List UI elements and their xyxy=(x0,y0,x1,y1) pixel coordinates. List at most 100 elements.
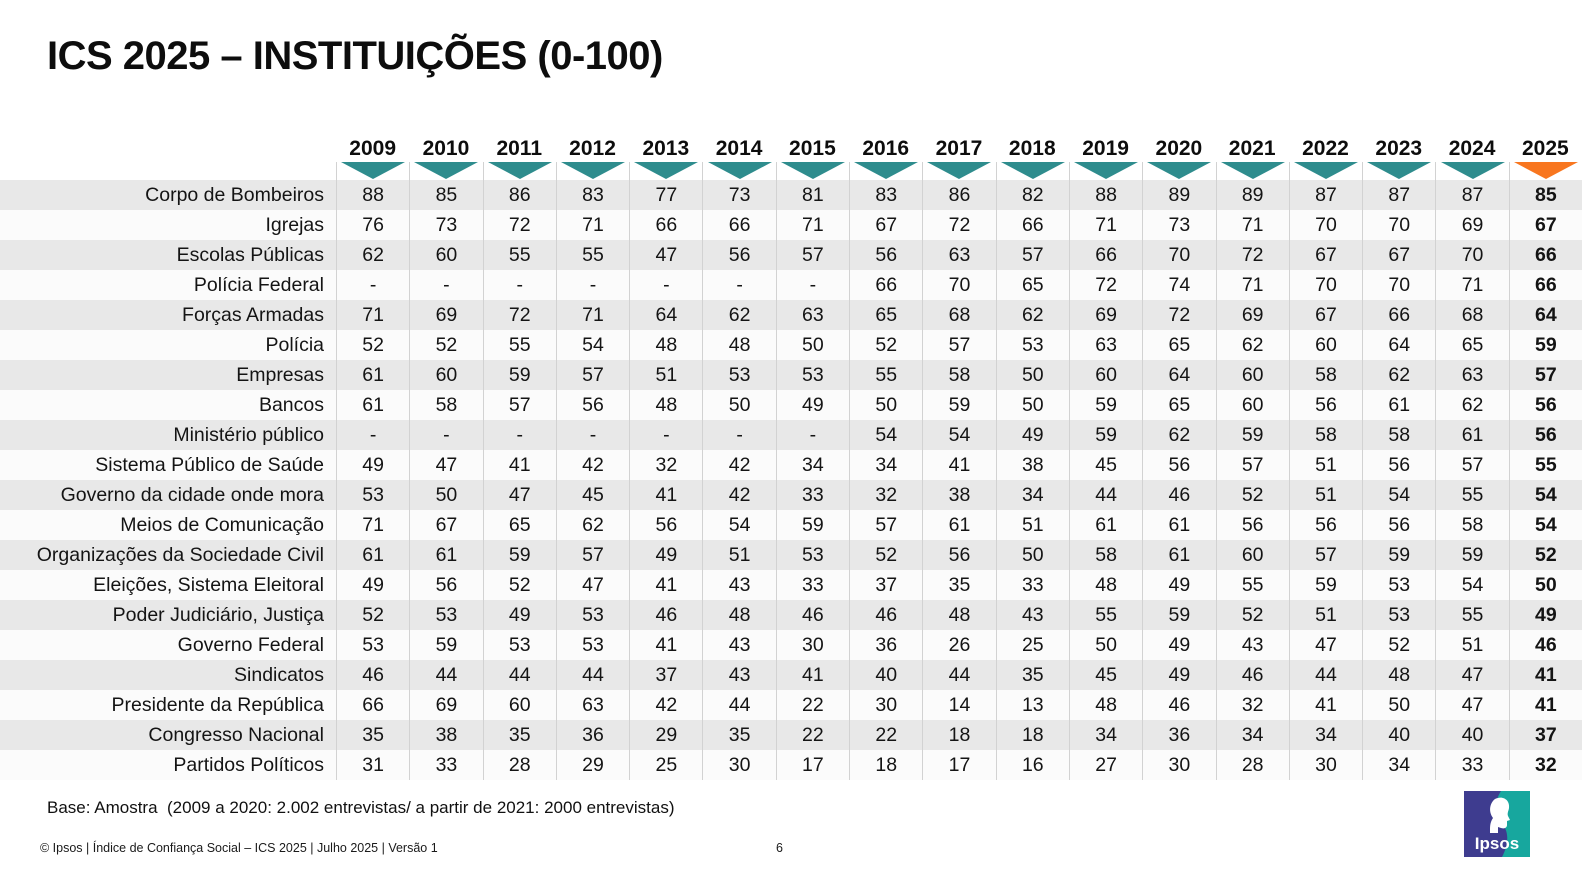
value-cell: 73 xyxy=(702,180,775,210)
value-cell: 53 xyxy=(702,360,775,390)
value-cell: 51 xyxy=(702,540,775,570)
value-cell: 44 xyxy=(482,660,556,690)
value-cell: 41 xyxy=(482,450,556,480)
value-cell: 30 xyxy=(1142,750,1215,780)
value-cell: 85 xyxy=(409,180,482,210)
value-cell: 69 xyxy=(409,300,482,330)
value-cell: 67 xyxy=(1508,210,1582,240)
value-cell: 69 xyxy=(1068,300,1142,330)
value-cell: 70 xyxy=(922,270,995,300)
value-cell: - xyxy=(775,270,849,300)
value-cell: 29 xyxy=(555,750,629,780)
value-cell: 53 xyxy=(995,330,1069,360)
value-cell: 52 xyxy=(482,570,556,600)
value-cell: 50 xyxy=(1362,690,1435,720)
value-cell: - xyxy=(482,270,556,300)
value-cell: 87 xyxy=(1362,180,1435,210)
table-row: Ministério público - - - - - - -54 54 49 59 62 59 58 5… xyxy=(0,420,1582,450)
value-cell: - xyxy=(702,420,775,450)
value-cell: 37 xyxy=(1508,720,1582,750)
value-cell: 60 xyxy=(409,360,482,390)
value-cell: 71 xyxy=(555,210,629,240)
year-header: 2022 xyxy=(1302,137,1349,160)
year-triangle-icon xyxy=(561,162,626,179)
value-cell: 69 xyxy=(1215,300,1289,330)
value-cell: 38 xyxy=(409,720,482,750)
value-cell: 63 xyxy=(922,240,995,270)
page-title: ICS 2025 – INSTITUIÇÕES (0-100) xyxy=(47,34,663,78)
value-cell: 48 xyxy=(922,600,995,630)
value-cell: 49 xyxy=(775,390,849,420)
value-cell: 47 xyxy=(555,570,629,600)
value-cell: 86 xyxy=(482,180,556,210)
value-cell: 41 xyxy=(922,450,995,480)
value-cell: 62 xyxy=(702,300,775,330)
value-cell: 71 xyxy=(775,210,849,240)
value-cell: 18 xyxy=(995,720,1069,750)
value-cell: 49 xyxy=(336,450,409,480)
value-cell: 87 xyxy=(1435,180,1508,210)
year-marker-cell xyxy=(482,162,556,180)
value-cell: 56 xyxy=(1508,420,1582,450)
value-cell: 18 xyxy=(922,720,995,750)
row-label: Forças Armadas xyxy=(182,304,324,326)
value-cell: 13 xyxy=(995,690,1069,720)
value-cell: 66 xyxy=(849,270,922,300)
row-label: Sistema Público de Saúde xyxy=(95,454,324,476)
year-marker-cell xyxy=(1508,162,1582,180)
value-cell: 50 xyxy=(775,330,849,360)
value-cell: 31 xyxy=(336,750,409,780)
value-cell: 32 xyxy=(1508,750,1582,780)
value-cell: 59 xyxy=(1508,330,1582,360)
value-cell: 33 xyxy=(1435,750,1508,780)
value-cell: 32 xyxy=(629,450,702,480)
value-cell: 35 xyxy=(702,720,775,750)
value-cell: 48 xyxy=(1068,570,1142,600)
value-cell: 44 xyxy=(1068,480,1142,510)
value-cell: 58 xyxy=(1288,360,1362,390)
value-cell: 56 xyxy=(555,390,629,420)
value-cell: 69 xyxy=(409,690,482,720)
value-cell: - xyxy=(702,270,775,300)
value-cell: 71 xyxy=(336,510,409,540)
value-cell: 56 xyxy=(1362,510,1435,540)
value-cell: 52 xyxy=(849,330,922,360)
year-header: 2024 xyxy=(1448,137,1496,160)
base-note: Base: Amostra (2009 a 2020: 2.002 entrev… xyxy=(47,798,675,817)
value-cell: 53 xyxy=(336,480,409,510)
row-label: Igrejas xyxy=(265,214,324,236)
row-label: Governo Federal xyxy=(177,634,324,656)
header-spacer xyxy=(0,136,336,162)
value-cell: 70 xyxy=(1435,240,1508,270)
value-cell: 49 xyxy=(1142,630,1215,660)
table-row: Governo da cidade onde mora 53 50 47 45 41 42 3… xyxy=(0,480,1582,510)
year-triangle-icon xyxy=(1293,162,1358,179)
value-cell: 33 xyxy=(775,570,849,600)
value-cell: 62 xyxy=(1142,420,1215,450)
value-cell: 48 xyxy=(629,330,702,360)
year-triangle-icon xyxy=(414,162,479,179)
year-header: 2018 xyxy=(1008,137,1056,160)
value-cell: 38 xyxy=(995,450,1069,480)
value-cell: 58 xyxy=(1435,510,1508,540)
value-cell: 40 xyxy=(849,660,922,690)
value-cell: 35 xyxy=(922,570,995,600)
value-cell: 53 xyxy=(1362,600,1435,630)
value-cell: 49 xyxy=(995,420,1069,450)
value-cell: 89 xyxy=(1142,180,1215,210)
value-cell: 56 xyxy=(922,540,995,570)
value-cell: 72 xyxy=(922,210,995,240)
value-cell: 48 xyxy=(1362,660,1435,690)
value-cell: 54 xyxy=(1508,510,1582,540)
value-cell: 37 xyxy=(849,570,922,600)
value-cell: 28 xyxy=(482,750,556,780)
value-cell: 43 xyxy=(702,660,775,690)
value-cell: 56 xyxy=(1142,450,1215,480)
year-triangle-icon xyxy=(707,162,772,179)
value-cell: 63 xyxy=(1435,360,1508,390)
value-cell: 62 xyxy=(1435,390,1508,420)
value-cell: 65 xyxy=(1142,330,1215,360)
value-cell: 41 xyxy=(1508,690,1582,720)
row-label: Poder Judiciário, Justiça xyxy=(112,604,324,626)
year-header: 2021 xyxy=(1228,137,1276,160)
